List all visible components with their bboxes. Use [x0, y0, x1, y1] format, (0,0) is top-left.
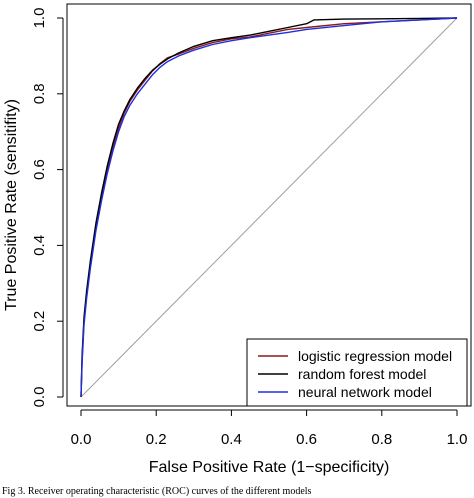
reference-diagonal-layer — [80, 17, 458, 398]
x-tick-label: 0.6 — [296, 431, 317, 448]
reference-diagonal-line — [80, 17, 458, 398]
axes-layer: 0.0 0.2 0.4 0.6 0.8 1.0 0.0 0.2 0.4 0.6 0.8 1.0 — [31, 8, 467, 448]
y-tick-label: 0.0 — [31, 387, 48, 408]
y-tick-label: 0.6 — [31, 159, 48, 180]
y-tick-label: 0.8 — [31, 83, 48, 104]
series-layer — [80, 17, 458, 398]
figure-caption: Fig 3. Receiver operating characteristic… — [2, 486, 312, 497]
x-tick-label: 0.4 — [221, 431, 242, 448]
legend-label-3: neural network model — [298, 384, 432, 400]
legend: logistic regression model random forest m… — [246, 338, 468, 407]
y-tick-label: 0.2 — [31, 311, 48, 332]
x-tick-label: 1.0 — [447, 431, 468, 448]
y-axis-title: True Positive Rate (sensitifity) — [3, 99, 20, 311]
legend-label-1: logistic regression model — [298, 348, 452, 364]
y-tick-label: 0.4 — [31, 235, 48, 256]
y-tick-label: 1.0 — [31, 8, 48, 29]
legend-box — [246, 338, 468, 407]
series-line-2 — [80, 17, 458, 398]
x-tick-label: 0.8 — [371, 431, 392, 448]
roc-chart: 0.0 0.2 0.4 0.6 0.8 1.0 0.0 0.2 0.4 0.6 0.8 1.0 Fal… — [3, 3, 472, 476]
series-line-3 — [80, 17, 458, 398]
x-tick-label: 0.2 — [146, 431, 167, 448]
x-tick-label: 0.0 — [71, 431, 92, 448]
legend-label-2: random forest model — [298, 366, 426, 382]
x-axis-title: False Positive Rate (1−specificity) — [149, 459, 390, 476]
legend-items: logistic regression model random forest m… — [258, 348, 452, 400]
